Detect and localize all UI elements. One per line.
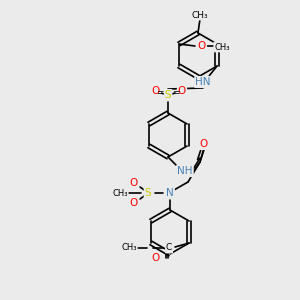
Text: CH₃: CH₃ — [112, 188, 128, 197]
Text: HN: HN — [195, 77, 211, 87]
Text: N: N — [166, 188, 174, 198]
Text: CH₃: CH₃ — [121, 244, 137, 253]
Text: O: O — [198, 41, 206, 51]
Text: C: C — [166, 244, 172, 253]
Text: NH: NH — [177, 166, 193, 176]
Text: CH₃: CH₃ — [214, 43, 230, 52]
Text: S: S — [145, 188, 151, 198]
Text: =: = — [156, 88, 164, 98]
Text: O: O — [152, 86, 160, 96]
Text: O: O — [130, 198, 138, 208]
Text: O: O — [130, 178, 138, 188]
Text: CH₃: CH₃ — [192, 11, 208, 20]
Text: O: O — [151, 253, 159, 263]
Text: =: = — [172, 88, 180, 98]
Text: O: O — [200, 139, 208, 149]
Text: S: S — [165, 90, 171, 100]
Text: O: O — [178, 86, 186, 96]
